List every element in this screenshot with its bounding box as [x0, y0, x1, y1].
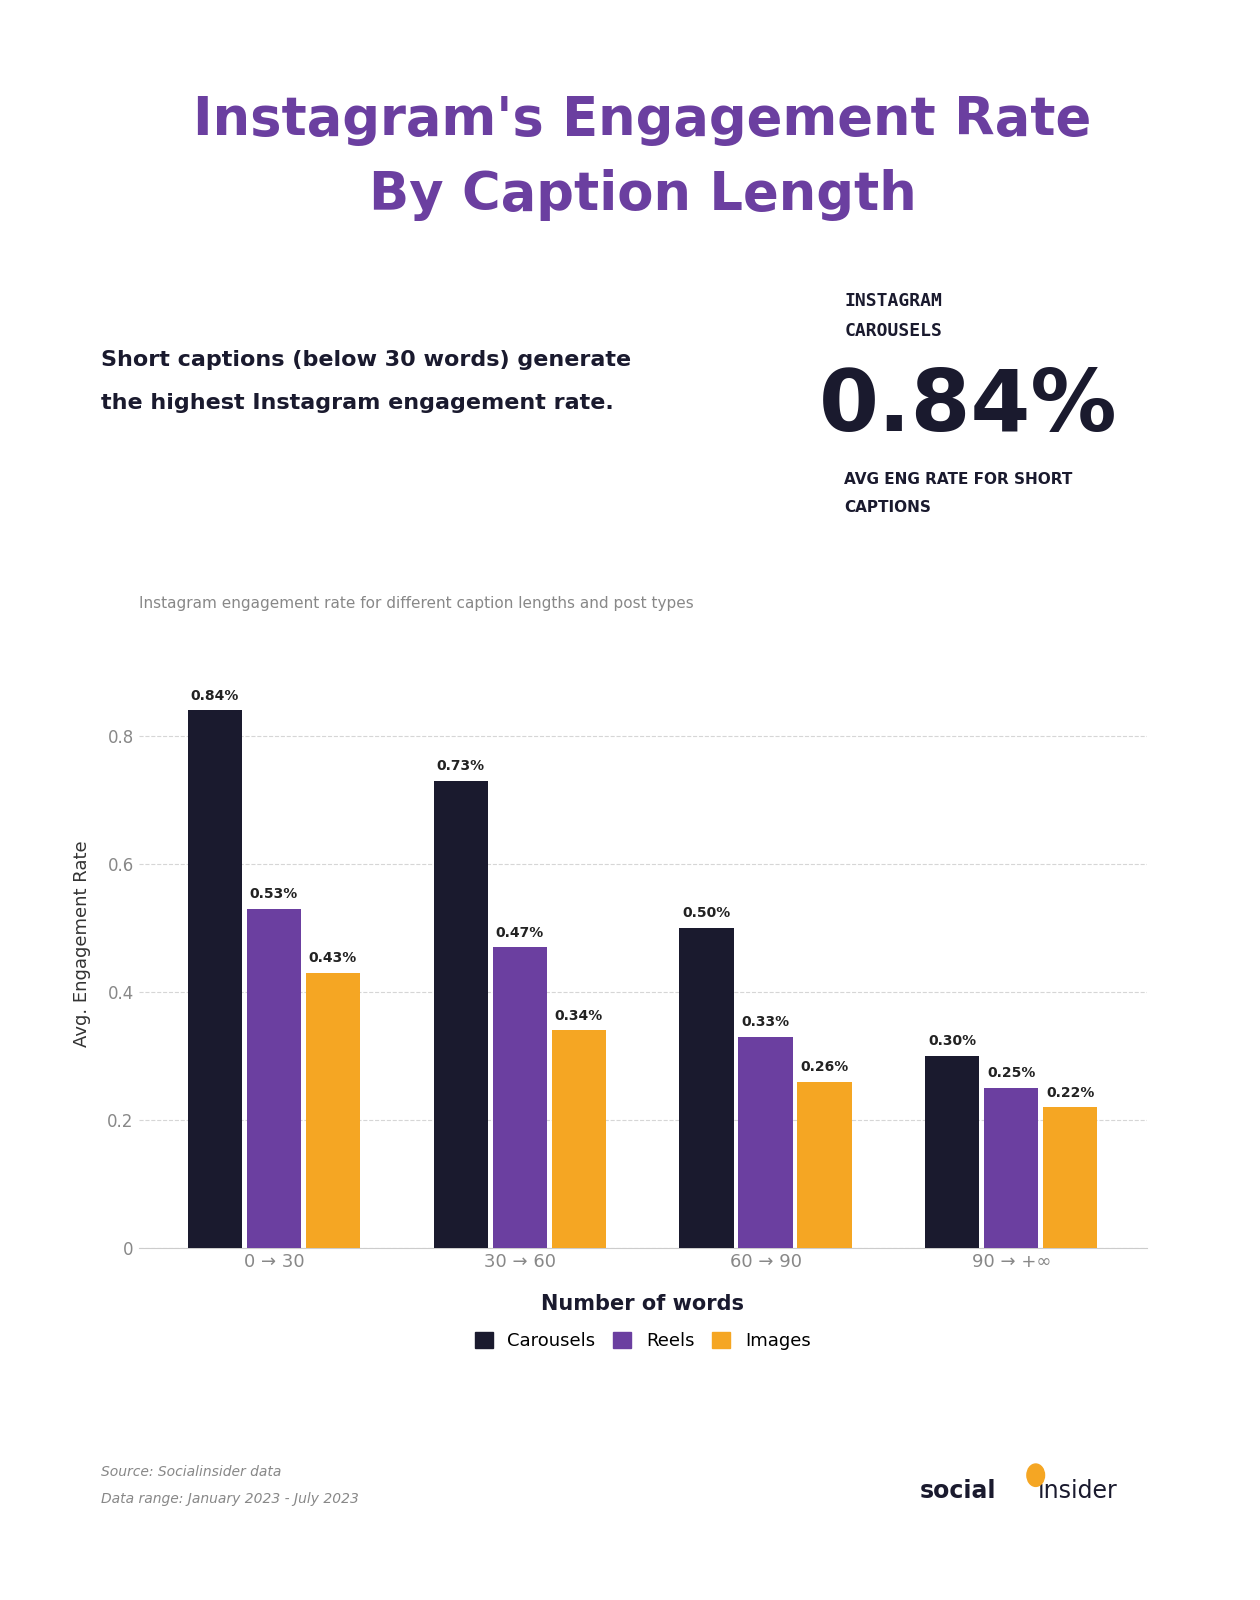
Bar — [984, 1088, 1038, 1248]
Bar — [798, 1082, 852, 1248]
Bar — [433, 781, 488, 1248]
Text: social: social — [920, 1478, 997, 1504]
Text: insider: insider — [1038, 1478, 1118, 1504]
Text: Instagram engagement rate for different caption lengths and post types: Instagram engagement rate for different … — [139, 597, 693, 611]
Bar — [925, 1056, 979, 1248]
Text: Number of words: Number of words — [541, 1294, 745, 1314]
Text: Data range: January 2023 - July 2023: Data range: January 2023 - July 2023 — [101, 1493, 359, 1506]
Text: AVG ENG RATE FOR SHORT: AVG ENG RATE FOR SHORT — [844, 472, 1072, 488]
Text: INSTAGRAM: INSTAGRAM — [844, 291, 942, 310]
Bar — [247, 909, 301, 1248]
Y-axis label: Avg. Engagement Rate: Avg. Engagement Rate — [73, 840, 91, 1048]
Bar — [1043, 1107, 1097, 1248]
Text: 0.43%: 0.43% — [309, 950, 357, 965]
Text: the highest Instagram engagement rate.: the highest Instagram engagement rate. — [101, 394, 614, 413]
Text: 0.73%: 0.73% — [437, 758, 485, 773]
Text: 0.22%: 0.22% — [1046, 1085, 1095, 1099]
Text: 0.50%: 0.50% — [683, 906, 731, 920]
Text: 0.53%: 0.53% — [249, 886, 297, 901]
Legend: Carousels, Reels, Images: Carousels, Reels, Images — [466, 1323, 819, 1358]
Text: Short captions (below 30 words) generate: Short captions (below 30 words) generate — [101, 350, 631, 370]
Text: By Caption Length: By Caption Length — [369, 170, 916, 221]
Text: 0.47%: 0.47% — [495, 925, 544, 939]
Bar — [552, 1030, 606, 1248]
Bar — [679, 928, 733, 1248]
Text: 0.33%: 0.33% — [741, 1014, 790, 1029]
Text: Instagram's Engagement Rate: Instagram's Engagement Rate — [194, 94, 1091, 146]
Bar — [306, 973, 360, 1248]
Text: CAPTIONS: CAPTIONS — [844, 499, 931, 515]
Bar — [188, 710, 242, 1248]
Text: 0.25%: 0.25% — [987, 1066, 1036, 1080]
Text: CAROUSELS: CAROUSELS — [844, 322, 942, 341]
Text: Source: Socialinsider data: Source: Socialinsider data — [101, 1466, 281, 1478]
Text: 0.84%: 0.84% — [819, 366, 1118, 450]
Text: 0.34%: 0.34% — [554, 1008, 602, 1022]
Bar — [493, 947, 547, 1248]
Text: 0.84%: 0.84% — [190, 688, 239, 702]
Bar — [738, 1037, 793, 1248]
Text: 0.26%: 0.26% — [800, 1059, 849, 1074]
Text: 0.30%: 0.30% — [929, 1034, 976, 1048]
